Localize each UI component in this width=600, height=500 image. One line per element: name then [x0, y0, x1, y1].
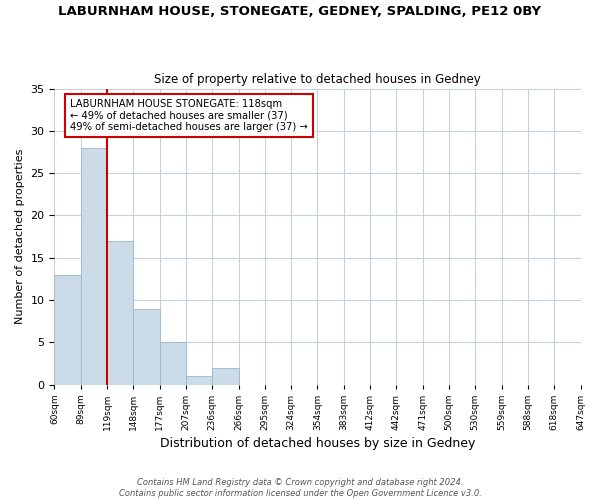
Bar: [81, 148, 107, 384]
Title: Size of property relative to detached houses in Gedney: Size of property relative to detached ho…: [154, 73, 481, 86]
Text: LABURNHAM HOUSE, STONEGATE, GEDNEY, SPALDING, PE12 0BY: LABURNHAM HOUSE, STONEGATE, GEDNEY, SPAL…: [58, 5, 542, 18]
Text: LABURNHAM HOUSE STONEGATE: 118sqm
← 49% of detached houses are smaller (37)
49% : LABURNHAM HOUSE STONEGATE: 118sqm ← 49% …: [70, 99, 308, 132]
Bar: [160, 342, 186, 384]
Bar: [55, 274, 81, 384]
Text: Contains HM Land Registry data © Crown copyright and database right 2024.
Contai: Contains HM Land Registry data © Crown c…: [119, 478, 481, 498]
Bar: [107, 241, 133, 384]
Bar: [186, 376, 212, 384]
Bar: [212, 368, 239, 384]
Bar: [133, 308, 160, 384]
Y-axis label: Number of detached properties: Number of detached properties: [15, 149, 25, 324]
X-axis label: Distribution of detached houses by size in Gedney: Distribution of detached houses by size …: [160, 437, 475, 450]
